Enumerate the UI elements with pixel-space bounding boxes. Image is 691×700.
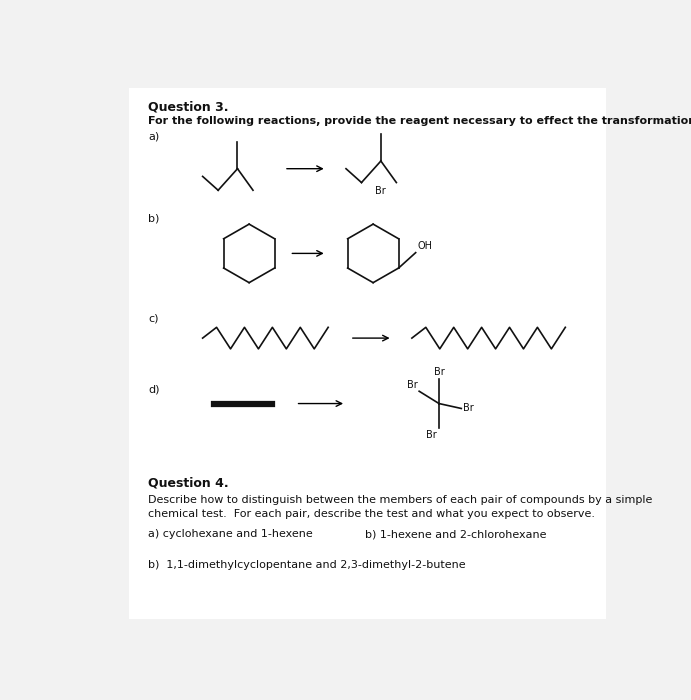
- Text: b) 1-hexene and 2-chlorohexane: b) 1-hexene and 2-chlorohexane: [366, 529, 547, 539]
- Text: d): d): [149, 384, 160, 394]
- Text: b)  1,1-dimethylcyclopentane and 2,3-dimethyl-2-butene: b) 1,1-dimethylcyclopentane and 2,3-dime…: [149, 560, 466, 570]
- Text: OH: OH: [417, 241, 433, 251]
- Text: Br: Br: [434, 367, 444, 377]
- Text: Br: Br: [407, 379, 417, 390]
- Text: a): a): [149, 132, 160, 141]
- Text: Br: Br: [463, 403, 473, 414]
- Text: Describe how to distinguish between the members of each pair of compounds by a s: Describe how to distinguish between the …: [149, 495, 653, 505]
- Text: Br: Br: [375, 186, 386, 195]
- Text: chemical test.  For each pair, describe the test and what you expect to observe.: chemical test. For each pair, describe t…: [149, 509, 596, 519]
- FancyBboxPatch shape: [129, 88, 605, 619]
- Text: a) cyclohexane and 1-hexene: a) cyclohexane and 1-hexene: [149, 529, 313, 539]
- Text: b): b): [149, 214, 160, 223]
- Text: c): c): [149, 314, 159, 323]
- Text: For the following reactions, provide the reagent necessary to effect the transfo: For the following reactions, provide the…: [149, 116, 691, 126]
- Text: Question 3.: Question 3.: [149, 101, 229, 114]
- Text: Question 4.: Question 4.: [149, 477, 229, 490]
- Text: Br: Br: [426, 430, 437, 440]
